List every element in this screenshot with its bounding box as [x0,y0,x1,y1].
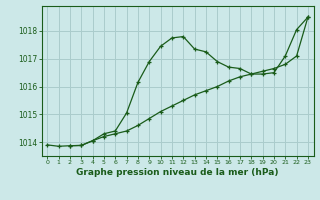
X-axis label: Graphe pression niveau de la mer (hPa): Graphe pression niveau de la mer (hPa) [76,168,279,177]
